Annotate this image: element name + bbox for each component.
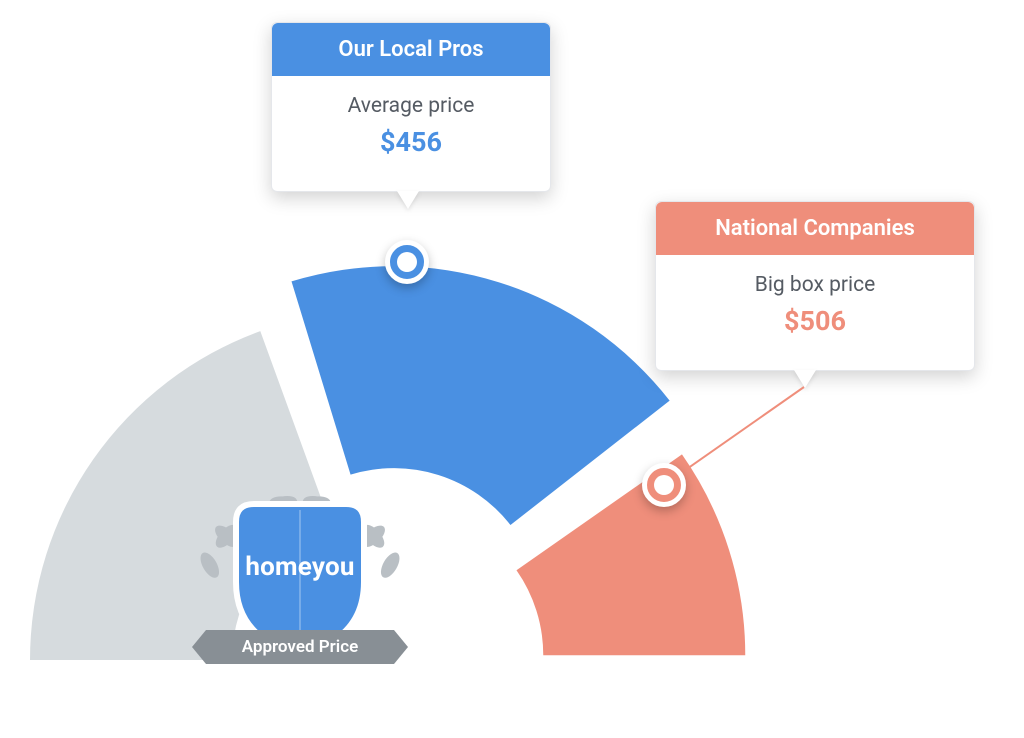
national-marker-icon xyxy=(642,463,686,507)
callout-tail-icon xyxy=(397,191,419,209)
national-body: Big box price $506 xyxy=(656,255,974,359)
national-subtitle: Big box price xyxy=(680,273,950,297)
local-pros-subtitle: Average price xyxy=(296,94,526,118)
approved-price-badge: homeyou Approved Price xyxy=(190,480,410,730)
national-title: National Companies xyxy=(656,202,974,255)
shield-icon xyxy=(190,480,410,730)
badge-ribbon-text: Approved Price xyxy=(190,637,410,657)
national-price: $506 xyxy=(680,305,950,337)
local-pros-price: $456 xyxy=(296,126,526,158)
badge-logo-text: homeyou xyxy=(190,552,410,582)
local-pros-title: Our Local Pros xyxy=(272,23,550,76)
callout-tail-icon xyxy=(794,370,816,388)
national-callout: National Companies Big box price $506 xyxy=(655,201,975,371)
local-pros-marker-icon xyxy=(385,240,429,284)
local-pros-callout: Our Local Pros Average price $456 xyxy=(271,22,551,192)
local-pros-body: Average price $456 xyxy=(272,76,550,180)
price-comparison-infographic: Our Local Pros Average price $456 Nation… xyxy=(0,0,1024,738)
